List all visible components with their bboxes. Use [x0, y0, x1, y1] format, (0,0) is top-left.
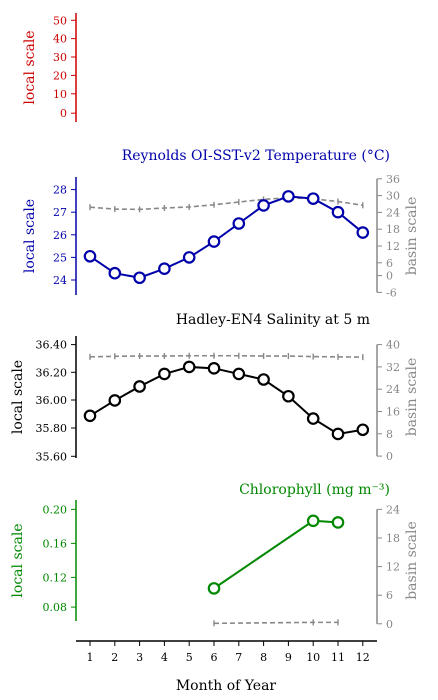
local-point-1-2: [133, 271, 146, 285]
left-tick-label-1-3: 25: [53, 251, 67, 264]
right-axis-title-3: basin scale: [404, 521, 420, 600]
local-point-1-3: [158, 262, 171, 275]
local-point-2-10: [331, 427, 345, 441]
local-point-2-3: [158, 367, 171, 381]
left-tick-label-2-4: 35.60: [36, 450, 68, 463]
local-point-2-0: [83, 409, 97, 423]
x-tick-label-1: 1: [87, 651, 94, 664]
local-point-2-6: [232, 367, 246, 381]
left-tick-label-2-0: 36.40: [36, 339, 68, 352]
right-axis-title-1: basin scale: [404, 197, 420, 276]
left-axis-title-1: local scale: [22, 199, 38, 273]
local-point-3-2: [331, 516, 345, 529]
left-axis-title-3: local scale: [10, 523, 26, 597]
local-point-1-0: [83, 249, 97, 263]
right-tick-label-2-0: 40: [386, 339, 400, 352]
left-tick-label-0-3: 20: [53, 69, 67, 82]
x-tick-label-10: 10: [306, 651, 320, 664]
local-point-1-6: [232, 217, 246, 230]
right-tick-label-2-2: 24: [386, 383, 400, 396]
local-point-2-7: [257, 373, 270, 386]
x-tick-label-11: 11: [331, 651, 345, 664]
local-point-2-2: [133, 380, 146, 393]
left-tick-label-3-2: 0.12: [43, 571, 68, 584]
x-tick-label-2: 2: [111, 651, 118, 664]
right-tick-label-1-2: 24: [386, 206, 400, 219]
left-tick-label-0-0: 50: [53, 14, 67, 27]
left-tick-label-0-2: 30: [53, 51, 67, 64]
x-tick-label-3: 3: [136, 651, 143, 664]
left-tick-label-0-4: 10: [53, 88, 67, 101]
left-tick-label-3-1: 0.16: [43, 537, 68, 550]
right-tick-label-2-5: 0: [386, 450, 393, 463]
left-tick-label-3-0: 0.20: [43, 503, 68, 516]
local-point-1-11: [356, 226, 370, 239]
left-axis-title-2: local scale: [10, 360, 26, 434]
right-tick-label-1-5: 6: [386, 257, 393, 270]
local-point-1-7: [257, 199, 270, 212]
x-tick-label-4: 4: [161, 651, 168, 664]
left-tick-label-2-3: 35.80: [36, 422, 68, 435]
local-point-1-10: [331, 205, 345, 219]
panel-title-1: Reynolds OI-SST-v2 Temperature (°C): [122, 148, 390, 164]
x-tick-label-9: 9: [285, 651, 292, 664]
left-tick-label-0-1: 40: [53, 33, 67, 46]
local-point-2-5: [207, 362, 221, 375]
right-tick-label-1-4: 12: [386, 240, 400, 253]
right-tick-label-3-2: 12: [386, 561, 400, 574]
local-point-1-4: [182, 251, 196, 264]
panel-title-2: Hadley-EN4 Salinity at 5 m: [176, 312, 370, 328]
right-tick-label-2-4: 8: [386, 428, 393, 441]
x-axis-title: Month of Year: [176, 678, 277, 694]
left-axis-title-0: local scale: [22, 30, 38, 104]
right-tick-label-2-1: 32: [386, 361, 400, 374]
local-point-3-0: [207, 582, 221, 595]
local-line-2: [89, 365, 363, 436]
local-point-1-1: [108, 266, 122, 280]
right-tick-label-3-3: 6: [386, 589, 393, 602]
left-tick-label-2-2: 36.00: [36, 394, 68, 407]
x-tick-label-12: 12: [356, 651, 370, 664]
right-tick-label-2-3: 16: [386, 406, 400, 419]
left-tick-label-3-3: 0.08: [43, 601, 68, 614]
right-tick-label-3-4: 0: [386, 618, 393, 631]
local-point-1-9: [306, 192, 320, 205]
local-point-1-8: [282, 190, 295, 203]
right-tick-label-1-7: -6: [386, 286, 397, 299]
x-tick-label-5: 5: [186, 651, 193, 664]
x-tick-label-8: 8: [260, 651, 267, 664]
left-tick-label-2-1: 36.20: [36, 366, 68, 379]
left-tick-label-1-4: 24: [53, 274, 67, 287]
right-tick-label-3-0: 24: [386, 503, 400, 516]
local-point-2-11: [356, 423, 370, 437]
local-point-2-8: [282, 389, 295, 403]
right-tick-label-1-0: 36: [386, 173, 400, 186]
basin-line-2: [89, 354, 363, 358]
local-point-2-9: [306, 412, 320, 425]
basin-line-3: [213, 621, 338, 625]
x-tick-label-6: 6: [211, 651, 218, 664]
left-tick-label-1-2: 26: [53, 229, 67, 242]
left-tick-label-0-5: 0: [60, 107, 67, 120]
left-tick-label-1-1: 27: [53, 206, 67, 219]
local-point-1-5: [207, 235, 221, 248]
left-tick-label-1-0: 28: [53, 184, 67, 197]
right-tick-label-1-3: 18: [386, 223, 400, 236]
right-tick-label-1-6: 0: [386, 270, 393, 283]
local-point-2-4: [182, 360, 196, 374]
local-point-2-1: [108, 394, 122, 407]
panel-title-3: Chlorophyll (mg m⁻³): [239, 482, 390, 498]
local-line-3: [213, 519, 339, 590]
right-axis-title-2: basin scale: [404, 358, 420, 437]
right-tick-label-1-1: 30: [386, 190, 400, 203]
right-tick-label-3-1: 18: [386, 532, 400, 545]
local-point-3-1: [306, 514, 320, 528]
x-tick-label-7: 7: [235, 651, 242, 664]
